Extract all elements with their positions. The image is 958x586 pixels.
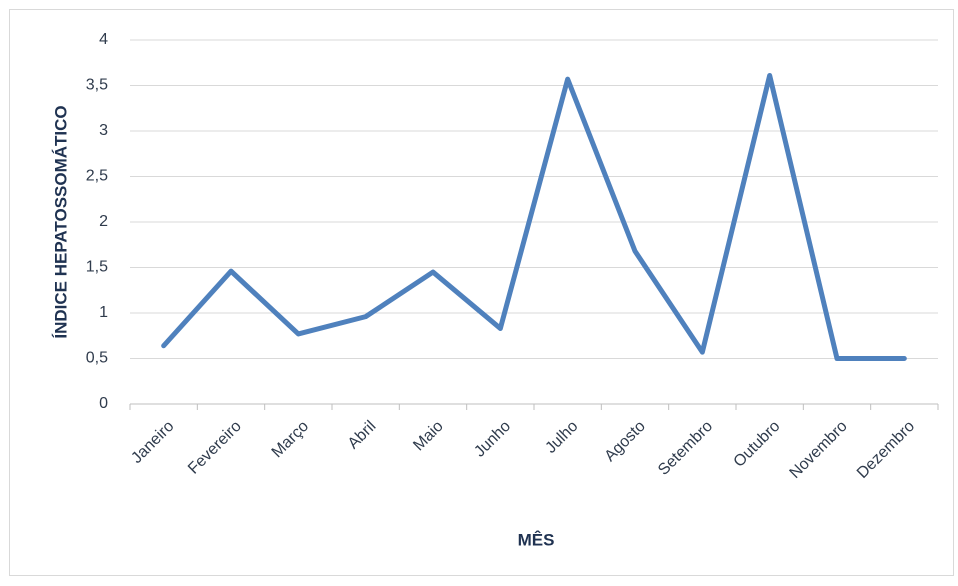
y-tick-label: 1,5 — [86, 259, 108, 276]
line-series — [161, 72, 907, 361]
y-tick-label: 2,5 — [86, 168, 108, 185]
x-axis-title: MÊS — [518, 530, 555, 549]
y-tick-label: 4 — [99, 31, 108, 48]
y-tick-label: 1 — [99, 304, 108, 321]
y-tick-label: 2 — [99, 213, 108, 230]
y-axis-title: ÍNDICE HEPATOSSOMÁTICO — [51, 105, 70, 338]
y-tick-label: 3,5 — [86, 77, 108, 94]
y-tick-label: 0 — [99, 395, 108, 412]
y-tick-label: 0,5 — [86, 350, 108, 367]
chart-border — [9, 9, 954, 576]
y-tick-label: 3 — [99, 122, 108, 139]
